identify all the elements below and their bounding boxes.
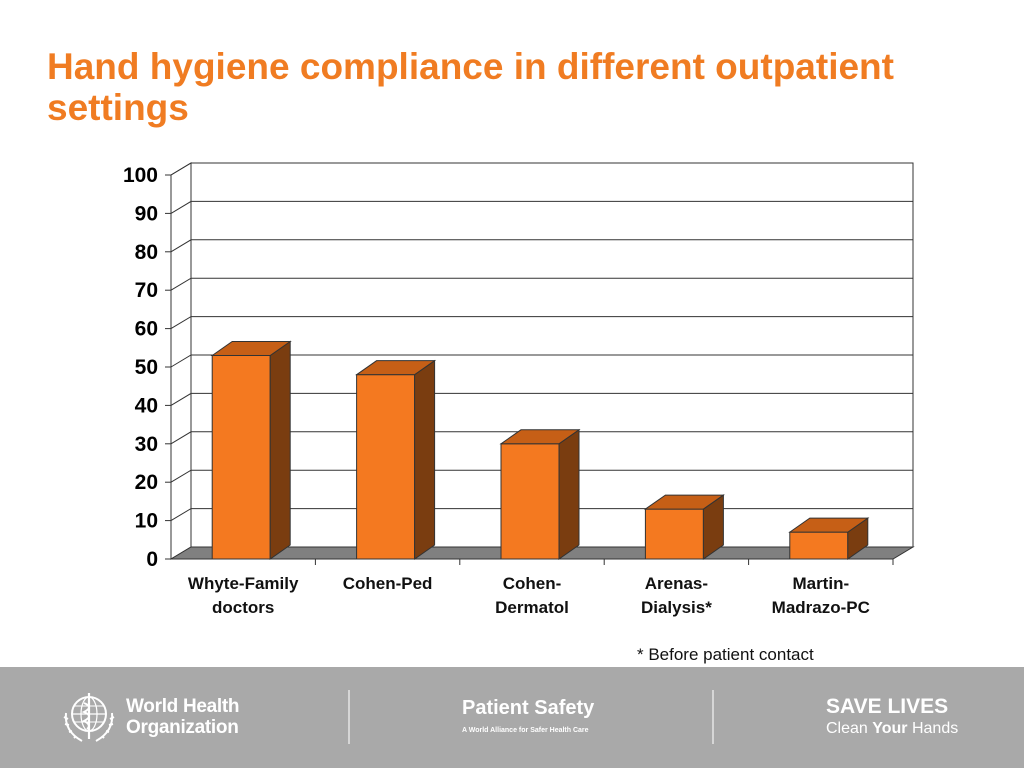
x-tick-label-line: Dermatol — [495, 598, 569, 617]
bar-front — [211, 354, 271, 560]
x-tick-label: Martin- Madrazo-PC — [751, 572, 891, 620]
bar-top — [788, 517, 870, 533]
patient-safety-subtitle: A World Alliance for Safer Health Care — [462, 727, 589, 734]
bar-front — [500, 443, 560, 560]
bar-front — [789, 531, 849, 560]
x-tick-label-line: Dialysis* — [640, 598, 712, 617]
gridline — [170, 431, 913, 445]
bar — [788, 517, 870, 560]
bar-top — [210, 340, 292, 356]
y-tick-label: 90 — [135, 202, 158, 225]
gridline — [170, 316, 913, 330]
y-tick-label: 20 — [135, 471, 158, 494]
y-tick-label: 80 — [135, 241, 158, 264]
gridline — [170, 239, 913, 253]
bar-top — [499, 429, 581, 445]
x-tick-label: Cohen- Dermatol — [462, 572, 602, 620]
save-lives-post: Hands — [907, 720, 959, 737]
bar-chart: 0 10 20 30 40 50 60 70 80 90 100 — [123, 162, 915, 571]
chart-bars — [210, 340, 870, 560]
bar-side — [269, 340, 291, 560]
bar — [643, 494, 725, 560]
gridline — [170, 162, 913, 176]
footer-divider — [348, 690, 350, 744]
bar-front — [644, 508, 704, 560]
y-tick-label: 100 — [123, 164, 158, 187]
bar — [355, 359, 437, 560]
y-tick-label: 60 — [135, 318, 158, 341]
x-tick-label: Arenas- Dialysis* — [606, 572, 746, 620]
x-tick-label-line: Martin- — [792, 574, 850, 593]
bar — [499, 428, 581, 560]
bar-top — [355, 360, 437, 376]
gridline — [170, 354, 913, 368]
x-tick-label-line: doctors — [212, 598, 275, 617]
gridline — [170, 469, 913, 483]
gridline — [170, 277, 913, 291]
patient-safety-title: Patient Safety — [462, 697, 595, 719]
x-tick-label-line: Whyte-Family — [187, 574, 299, 593]
x-tick-label: Cohen-Ped — [318, 572, 458, 596]
who-line-1: World Health — [126, 696, 240, 717]
x-tick-label-line: Madrazo-PC — [771, 598, 870, 617]
y-tick-label: 10 — [135, 510, 158, 533]
y-tick-label: 40 — [135, 394, 158, 417]
bar — [210, 340, 292, 560]
who-emblem-icon — [63, 693, 115, 742]
gridline — [170, 200, 913, 214]
save-lives-pre: Clean — [826, 720, 873, 737]
x-tick-label: Whyte-Family doctors — [173, 572, 313, 620]
footnote: * Before patient contact — [637, 645, 814, 664]
footer-bar — [0, 667, 1024, 768]
save-lives-subtitle: Clean Your Hands — [826, 720, 958, 738]
y-tick-label: 30 — [135, 433, 158, 456]
y-tick-label: 70 — [135, 279, 158, 302]
who-wordmark: World Health Organization — [126, 696, 240, 738]
y-tick-label: 0 — [146, 548, 158, 571]
y-tick-label: 50 — [135, 356, 158, 379]
bar-side — [414, 359, 436, 560]
bar-front — [356, 374, 416, 560]
x-tick-label-line: Cohen- — [502, 574, 562, 593]
save-lives-bold: Your — [872, 720, 908, 737]
x-tick-label-line: Arenas- — [644, 574, 709, 593]
bar-side — [558, 428, 580, 560]
save-lives-title: SAVE LIVES — [826, 695, 949, 718]
footer-divider — [712, 690, 714, 744]
who-line-2: Organization — [126, 717, 239, 738]
page-title: Hand hygiene compliance in different out… — [47, 46, 894, 128]
y-axis: 0 10 20 30 40 50 60 70 80 90 100 — [123, 164, 172, 571]
x-tick-label-line: Cohen-Ped — [342, 574, 433, 593]
bar-top — [643, 494, 725, 510]
gridline — [170, 392, 913, 406]
